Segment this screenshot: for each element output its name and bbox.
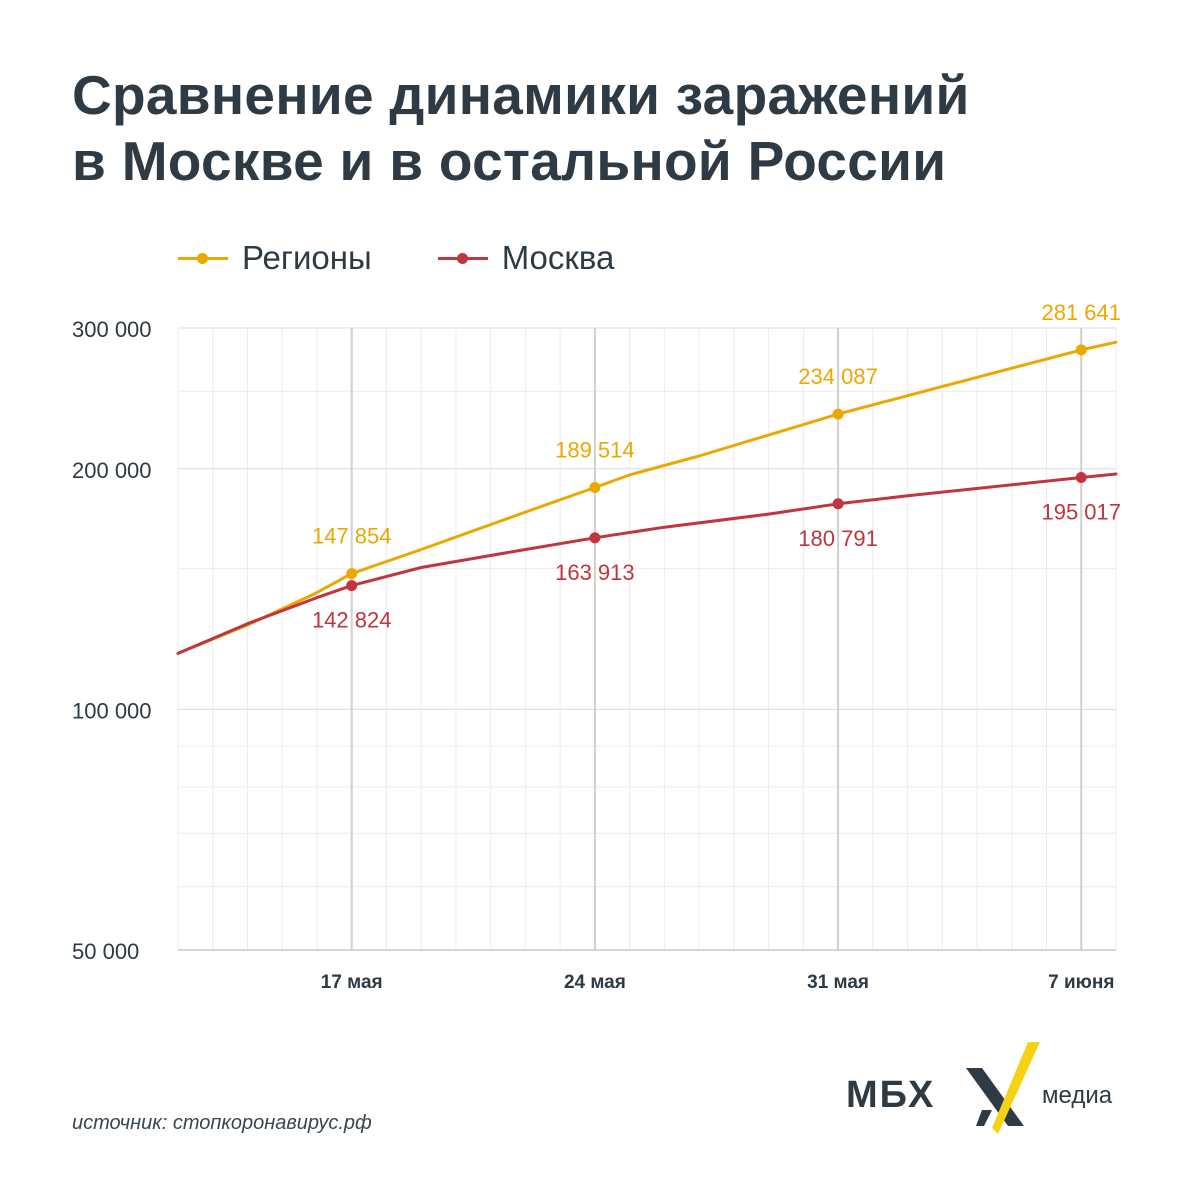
data-label: 142 824 [312, 608, 392, 633]
data-point [589, 532, 601, 544]
data-label: 180 791 [798, 526, 878, 551]
data-point [832, 498, 844, 510]
data-label: 147 854 [312, 524, 392, 549]
data-label: 234 087 [798, 364, 878, 389]
logo-subtext: медиа [1042, 1082, 1113, 1109]
legend: Регионы Москва [178, 236, 680, 280]
source-note: источник: стопкоронавирус.рф [72, 1112, 372, 1134]
x-tick-label: 31 мая [807, 972, 869, 993]
y-tick-label: 300 000 [72, 317, 152, 342]
chart-title-line-2: в Москве и в остальной России [72, 130, 947, 192]
data-label: 281 641 [1041, 300, 1121, 325]
chart-title: Сравнение динамики заражений в Москве и … [72, 62, 1152, 194]
data-point [832, 408, 844, 420]
data-label: 163 913 [555, 560, 635, 585]
logo-text: МБХ [846, 1074, 936, 1116]
legend-label-regions: Регионы [242, 239, 372, 276]
chart-title-line-1: Сравнение динамики заражений [72, 64, 970, 126]
mbh-media-logo: МБХ медиа [846, 1040, 1136, 1140]
data-label: 189 514 [555, 437, 635, 462]
x-tick-label: 24 мая [564, 972, 626, 993]
data-point [346, 580, 358, 592]
y-tick-label: 100 000 [72, 698, 152, 723]
x-tick-label: 7 июня [1048, 972, 1114, 993]
legend-swatch-moscow [437, 252, 488, 264]
data-point [346, 568, 358, 580]
data-point [1075, 472, 1087, 484]
data-label: 195 017 [1041, 500, 1121, 525]
legend-label-moscow: Москва [501, 239, 615, 276]
logo-x-mark-icon [966, 1042, 1040, 1134]
legend-item-regions: Регионы [178, 239, 372, 277]
x-tick-label: 17 мая [321, 972, 383, 993]
data-point [1075, 344, 1087, 356]
legend-swatch-regions [178, 252, 228, 264]
y-tick-label: 50 000 [72, 939, 139, 964]
legend-item-moscow: Москва [437, 239, 615, 277]
y-tick-label: 200 000 [72, 458, 152, 483]
data-point [589, 481, 601, 493]
